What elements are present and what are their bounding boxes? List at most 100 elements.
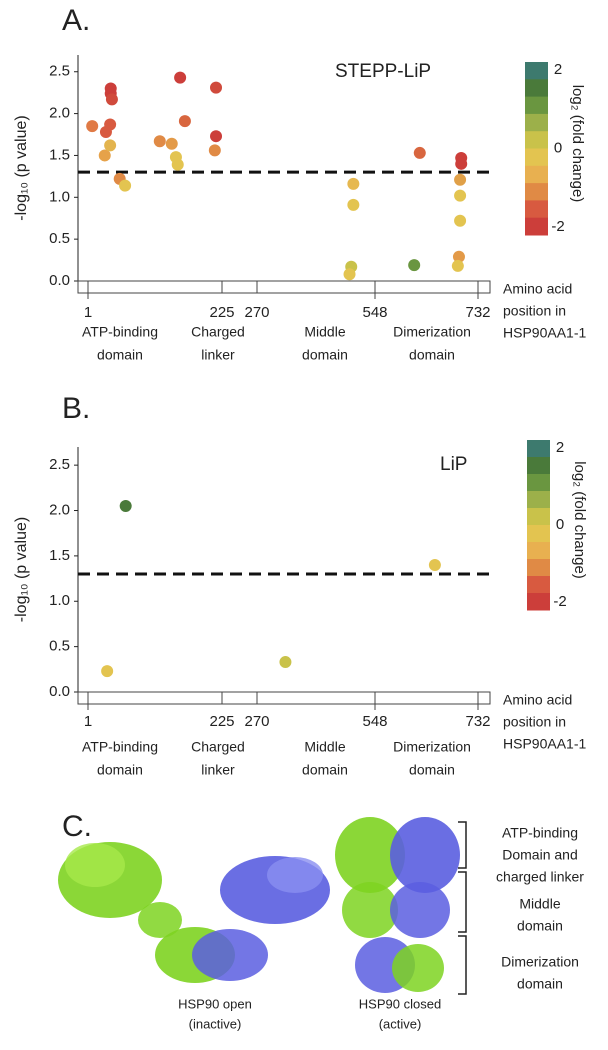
data-point bbox=[105, 93, 118, 106]
domain-label: Charged bbox=[191, 324, 245, 340]
x-tick-label: 270 bbox=[244, 304, 269, 321]
colorbar-step bbox=[525, 113, 548, 132]
data-point bbox=[347, 198, 360, 211]
colorbar-step bbox=[527, 508, 550, 526]
domain-label: domain bbox=[409, 762, 455, 778]
colorbar-label: log₂ (fold change) bbox=[569, 85, 586, 203]
colorbar-tick-label: 2 bbox=[554, 61, 562, 78]
domain-label: ATP-binding bbox=[82, 739, 158, 755]
data-point bbox=[210, 81, 223, 94]
data-point bbox=[171, 158, 184, 171]
domain-label: linker bbox=[201, 347, 235, 363]
colorbar-step bbox=[527, 457, 550, 475]
domain-label: Dimerization bbox=[393, 324, 471, 340]
x-tick-label: 732 bbox=[465, 304, 490, 321]
data-point bbox=[86, 120, 99, 133]
data-point bbox=[428, 558, 441, 571]
x-axis-label: position in bbox=[503, 714, 566, 730]
colorbar-step bbox=[525, 200, 548, 219]
structure-caption: (active) bbox=[379, 1016, 422, 1031]
x-tick-label: 1 bbox=[84, 713, 92, 730]
colorbar-step bbox=[527, 542, 550, 560]
data-point bbox=[153, 135, 166, 148]
y-tick-label: 1.5 bbox=[49, 146, 70, 163]
y-tick-label: 0.5 bbox=[49, 638, 70, 655]
domain-label: domain bbox=[302, 762, 348, 778]
x-tick-label: 1 bbox=[84, 304, 92, 321]
x-axis-label: position in bbox=[503, 303, 566, 319]
colorbar-step bbox=[527, 474, 550, 492]
region-label: Middle bbox=[519, 896, 560, 912]
data-point bbox=[119, 499, 132, 512]
y-axis-label: -log₁₀ (p value) bbox=[13, 517, 30, 622]
region-brackets bbox=[458, 821, 467, 995]
colorbar-step bbox=[525, 148, 548, 167]
x-tick-label: 225 bbox=[209, 304, 234, 321]
data-point bbox=[455, 157, 468, 170]
y-tick-label: 2.0 bbox=[49, 501, 70, 518]
data-point bbox=[408, 259, 421, 272]
structure-closed bbox=[335, 817, 460, 993]
domain-label: domain bbox=[97, 347, 143, 363]
domain-label: Dimerization bbox=[393, 739, 471, 755]
x-tick-label: 548 bbox=[362, 713, 387, 730]
data-point bbox=[454, 189, 467, 202]
region-label: domain bbox=[517, 976, 563, 992]
data-point bbox=[454, 214, 467, 227]
data-point bbox=[165, 137, 178, 150]
domain-label: ATP-binding bbox=[82, 324, 158, 340]
y-tick-label: 0.5 bbox=[49, 230, 70, 247]
colorbar-step bbox=[525, 96, 548, 115]
structure-caption: (inactive) bbox=[189, 1016, 242, 1031]
domain-strip bbox=[77, 280, 491, 294]
chart-title: STEPP-LiP bbox=[335, 61, 431, 82]
data-point bbox=[452, 250, 465, 263]
y-tick-label: 2.0 bbox=[49, 105, 70, 122]
colorbar-step bbox=[527, 559, 550, 577]
x-tick-label: 732 bbox=[465, 713, 490, 730]
colorbar-step bbox=[527, 525, 550, 543]
colorbar-label: log₂ (fold change) bbox=[571, 461, 588, 579]
x-tick-label: 270 bbox=[244, 713, 269, 730]
structure-open bbox=[58, 842, 330, 983]
data-point bbox=[104, 139, 117, 152]
panel-label: A. bbox=[62, 4, 90, 37]
data-point bbox=[347, 177, 360, 190]
colorbar-step bbox=[525, 62, 548, 80]
y-axis-label: -log₁₀ (p value) bbox=[13, 115, 30, 220]
colorbar-tick-label: 2 bbox=[556, 439, 564, 456]
data-point bbox=[104, 118, 117, 131]
x-axis-label: HSP90AA1-1 bbox=[503, 325, 586, 341]
domain-label: Middle bbox=[304, 739, 345, 755]
y-tick-label: 1.5 bbox=[49, 547, 70, 564]
colorbar-step bbox=[525, 79, 548, 98]
data-point bbox=[174, 71, 187, 84]
region-label: Dimerization bbox=[501, 954, 579, 970]
data-point bbox=[451, 259, 464, 272]
data-point bbox=[413, 146, 426, 159]
colorbar-step bbox=[525, 165, 548, 184]
domain-label: domain bbox=[97, 762, 143, 778]
panel-label: C. bbox=[62, 810, 92, 843]
x-tick-label: 548 bbox=[362, 304, 387, 321]
data-point bbox=[98, 149, 111, 162]
x-axis-label: HSP90AA1-1 bbox=[503, 736, 586, 752]
domain-label: Middle bbox=[304, 324, 345, 340]
y-tick-label: 1.0 bbox=[49, 188, 70, 205]
data-point bbox=[454, 173, 467, 186]
data-point bbox=[279, 656, 292, 669]
data-point bbox=[208, 144, 221, 157]
y-tick-label: 1.0 bbox=[49, 592, 70, 609]
colorbar-tick-label: -2 bbox=[553, 593, 566, 610]
colorbar-step bbox=[525, 131, 548, 149]
panel-label: B. bbox=[62, 392, 90, 425]
region-label: Domain and bbox=[502, 847, 578, 863]
region-label: domain bbox=[517, 918, 563, 934]
x-axis-label: Amino acid bbox=[503, 281, 572, 297]
colorbar-step bbox=[527, 576, 550, 594]
region-label: charged linker bbox=[496, 869, 584, 885]
data-point bbox=[343, 268, 356, 281]
x-axis-label: Amino acid bbox=[503, 692, 572, 708]
y-tick-label: 0.0 bbox=[49, 272, 70, 289]
data-point bbox=[178, 115, 191, 128]
